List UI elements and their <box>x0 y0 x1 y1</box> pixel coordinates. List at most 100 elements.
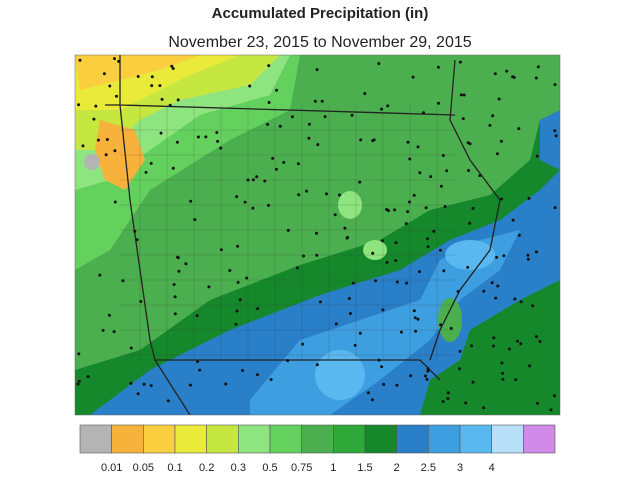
station-dot <box>302 254 305 258</box>
station-dot <box>350 113 354 117</box>
station-dot <box>215 131 219 134</box>
station-dot <box>325 192 328 196</box>
station-dot <box>372 138 376 142</box>
map <box>75 55 560 415</box>
station-dot <box>404 222 408 226</box>
station-dot <box>315 363 319 367</box>
station-dot <box>76 382 80 386</box>
station-dot <box>196 135 200 139</box>
station-dot <box>175 140 179 144</box>
station-dot <box>406 140 410 144</box>
station-dot <box>491 344 495 348</box>
region-blue-ne <box>540 110 560 170</box>
station-dot <box>313 99 317 103</box>
station-dot <box>113 149 117 153</box>
station-dot <box>461 117 465 121</box>
station-dot <box>348 312 352 315</box>
station-dot <box>158 84 162 88</box>
legend-swatch <box>364 424 397 454</box>
station-dot <box>462 93 466 97</box>
station-dot <box>412 193 416 197</box>
region-orange <box>95 120 145 190</box>
station-dot <box>553 394 556 398</box>
station-dot <box>150 75 154 79</box>
station-dot <box>136 75 140 78</box>
legend-label: 0.2 <box>199 462 214 474</box>
station-dot <box>347 297 351 300</box>
legend-swatch <box>491 424 524 454</box>
station-dot <box>418 270 421 274</box>
station-dot <box>408 200 411 204</box>
station-dot <box>458 367 461 371</box>
station-dot <box>346 235 349 239</box>
station-dot <box>219 248 223 252</box>
legend-label: 2.5 <box>421 462 436 474</box>
station-dot <box>172 283 176 286</box>
station-dot <box>171 67 175 70</box>
legend-swatch <box>269 424 302 454</box>
station-dot <box>436 65 440 69</box>
station-dot <box>553 83 557 87</box>
station-dot <box>536 65 540 69</box>
station-dot <box>94 104 98 108</box>
station-dot <box>166 399 170 403</box>
station-dot <box>256 307 260 311</box>
station-dot <box>534 250 538 254</box>
station-dot <box>381 239 384 243</box>
station-dot <box>315 253 319 257</box>
station-dot <box>363 92 367 95</box>
station-dot <box>381 308 385 312</box>
station-dot <box>263 179 267 183</box>
legend-swatch <box>79 424 112 454</box>
station-dot <box>307 136 311 140</box>
region-yellow-orange <box>75 55 200 90</box>
station-dot <box>470 344 473 348</box>
station-dot <box>266 122 270 126</box>
region-green-spot-2 <box>338 191 362 219</box>
station-dot <box>286 359 290 363</box>
station-dot <box>315 68 319 72</box>
station-dot <box>414 329 418 333</box>
station-dot <box>426 367 430 371</box>
station-dot <box>236 280 240 284</box>
station-dot <box>274 167 278 171</box>
station-dot <box>507 347 511 351</box>
station-dot <box>526 253 530 257</box>
station-dot <box>478 174 482 178</box>
region-light-blue-2 <box>315 350 365 400</box>
station-dot <box>351 281 355 285</box>
station-dot <box>466 141 470 145</box>
legend-label: 0.05 <box>133 462 154 474</box>
station-dot <box>176 255 180 259</box>
station-dot <box>139 300 143 303</box>
station-dot <box>366 391 370 395</box>
station-dot <box>92 117 96 121</box>
legend-label: 0.01 <box>101 462 122 474</box>
station-dot <box>511 218 515 222</box>
station-dot <box>248 84 252 88</box>
station-dot <box>374 279 378 283</box>
station-dot <box>121 279 125 283</box>
station-dot <box>426 245 430 249</box>
station-dot <box>482 406 486 410</box>
station-dot <box>405 281 409 285</box>
station-dot <box>315 231 318 235</box>
station-dot <box>464 401 468 405</box>
station-dot <box>385 207 389 211</box>
station-dot <box>446 397 450 401</box>
station-dot <box>493 72 497 76</box>
legend-label: 0.1 <box>167 462 182 474</box>
station-dot <box>301 342 305 346</box>
station-dot <box>353 343 357 347</box>
station-dot <box>338 193 341 197</box>
legend-swatch <box>333 424 366 454</box>
station-dot <box>305 189 308 193</box>
station-dot <box>458 60 462 64</box>
station-dot <box>380 365 384 369</box>
station-dot <box>467 169 470 172</box>
station-dot <box>129 381 133 385</box>
station-dot <box>437 101 440 105</box>
station-dot <box>441 154 445 157</box>
station-dot <box>78 58 82 62</box>
station-dot <box>553 206 557 210</box>
